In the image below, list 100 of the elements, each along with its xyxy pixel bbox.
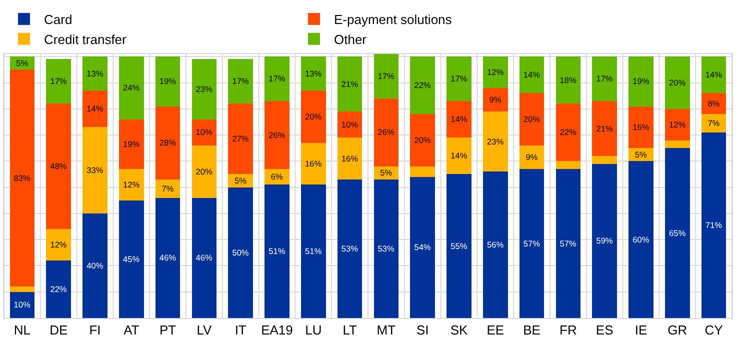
- bar: [410, 114, 435, 166]
- data-label: 14%: [86, 104, 104, 114]
- data-label: 57%: [523, 238, 541, 248]
- data-label: 27%: [232, 134, 250, 144]
- data-label: 60%: [632, 234, 650, 244]
- x-tick-label: MT: [376, 322, 396, 338]
- data-label: 12%: [50, 240, 68, 250]
- data-label: 10%: [14, 300, 32, 310]
- bar: [82, 127, 108, 214]
- bar: [119, 119, 144, 170]
- bar: [46, 229, 71, 260]
- data-label: 17%: [450, 74, 468, 84]
- bar: [374, 54, 399, 98]
- x-tick-label: LT: [342, 322, 357, 338]
- bar: [701, 132, 726, 318]
- data-label: 16%: [341, 153, 359, 164]
- bar: [192, 145, 217, 198]
- x-tick-label: AT: [124, 322, 140, 338]
- bar: [264, 56, 290, 102]
- x-tick-label: GR: [668, 322, 688, 338]
- data-label: 17%: [232, 76, 250, 86]
- data-label: 10%: [196, 127, 214, 138]
- data-label: 12%: [487, 67, 504, 78]
- bar: [155, 179, 180, 198]
- data-label: 19%: [159, 76, 177, 86]
- bar: [155, 56, 180, 106]
- data-label: 65%: [669, 228, 686, 238]
- data-label: 33%: [86, 165, 104, 176]
- data-label: 5%: [380, 168, 393, 178]
- bar: [628, 56, 654, 106]
- data-label: 17%: [378, 70, 396, 81]
- x-tick-label: BE: [523, 322, 541, 338]
- bar: [483, 88, 508, 112]
- data-label: 5%: [634, 149, 648, 160]
- x-tick-label: SI: [416, 322, 429, 338]
- bar: [46, 59, 71, 104]
- data-label: 16%: [632, 122, 650, 132]
- bar: [665, 140, 690, 148]
- data-label: 20%: [414, 135, 432, 146]
- bar: [592, 56, 617, 102]
- bar: [119, 56, 144, 120]
- data-label: 51%: [268, 246, 286, 256]
- data-label: 9%: [489, 94, 502, 105]
- data-label: 8%: [708, 98, 720, 108]
- data-label: 17%: [50, 76, 68, 86]
- bar: [410, 176, 435, 318]
- data-label: 14%: [523, 70, 541, 80]
- bar: [337, 56, 362, 112]
- data-label: 53%: [341, 244, 359, 254]
- data-label: 6%: [270, 172, 284, 182]
- data-label: 17%: [596, 74, 614, 84]
- bar: [556, 56, 581, 104]
- bar: [82, 56, 108, 91]
- bar: [628, 161, 654, 318]
- data-label: 7%: [162, 183, 174, 194]
- data-label: 17%: [268, 74, 286, 84]
- bar: [446, 174, 472, 318]
- bar: [446, 56, 472, 102]
- data-label: 40%: [86, 260, 104, 270]
- bar: [228, 59, 253, 104]
- bar: [446, 138, 472, 174]
- x-tick-label: EE: [486, 322, 504, 338]
- data-label: 7%: [708, 118, 720, 128]
- data-label: 12%: [669, 119, 686, 130]
- bar: [264, 184, 290, 318]
- data-label: 14%: [450, 150, 468, 161]
- bar: [337, 179, 362, 318]
- data-label: 13%: [86, 68, 104, 78]
- data-label: 20%: [196, 166, 214, 176]
- data-label: 5%: [234, 176, 248, 186]
- bar: [82, 90, 108, 128]
- bar: [228, 174, 253, 188]
- data-label: 9%: [526, 152, 538, 162]
- x-tick-label: ES: [596, 322, 614, 338]
- data-label: 10%: [341, 119, 359, 130]
- legend-label: E-payment solutions: [334, 12, 452, 28]
- data-label: 14%: [450, 114, 468, 124]
- bar: [10, 70, 35, 287]
- bar: [483, 112, 508, 172]
- data-label: 46%: [159, 252, 177, 263]
- data-label: 16%: [305, 158, 322, 169]
- bar: [519, 56, 544, 94]
- x-tick-label: FI: [89, 322, 101, 338]
- bar: [192, 59, 217, 120]
- x-tick-label: EA19: [261, 322, 293, 338]
- bar: [301, 56, 326, 91]
- bar: [665, 148, 690, 318]
- bar: [483, 172, 508, 318]
- data-label: 20%: [305, 111, 322, 122]
- bar: [10, 292, 35, 318]
- bar: [592, 156, 617, 164]
- x-tick-label: LU: [305, 322, 322, 338]
- bar: [592, 164, 617, 318]
- data-label: 56%: [487, 240, 504, 250]
- data-label: 23%: [196, 84, 214, 94]
- data-label: 26%: [268, 130, 286, 140]
- bar: [301, 142, 326, 185]
- data-label: 5%: [16, 58, 29, 68]
- bar: [628, 106, 654, 148]
- data-label: 55%: [450, 240, 468, 251]
